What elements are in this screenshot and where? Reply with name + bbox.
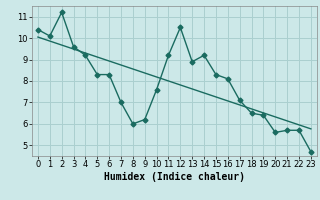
X-axis label: Humidex (Indice chaleur): Humidex (Indice chaleur) (104, 172, 245, 182)
